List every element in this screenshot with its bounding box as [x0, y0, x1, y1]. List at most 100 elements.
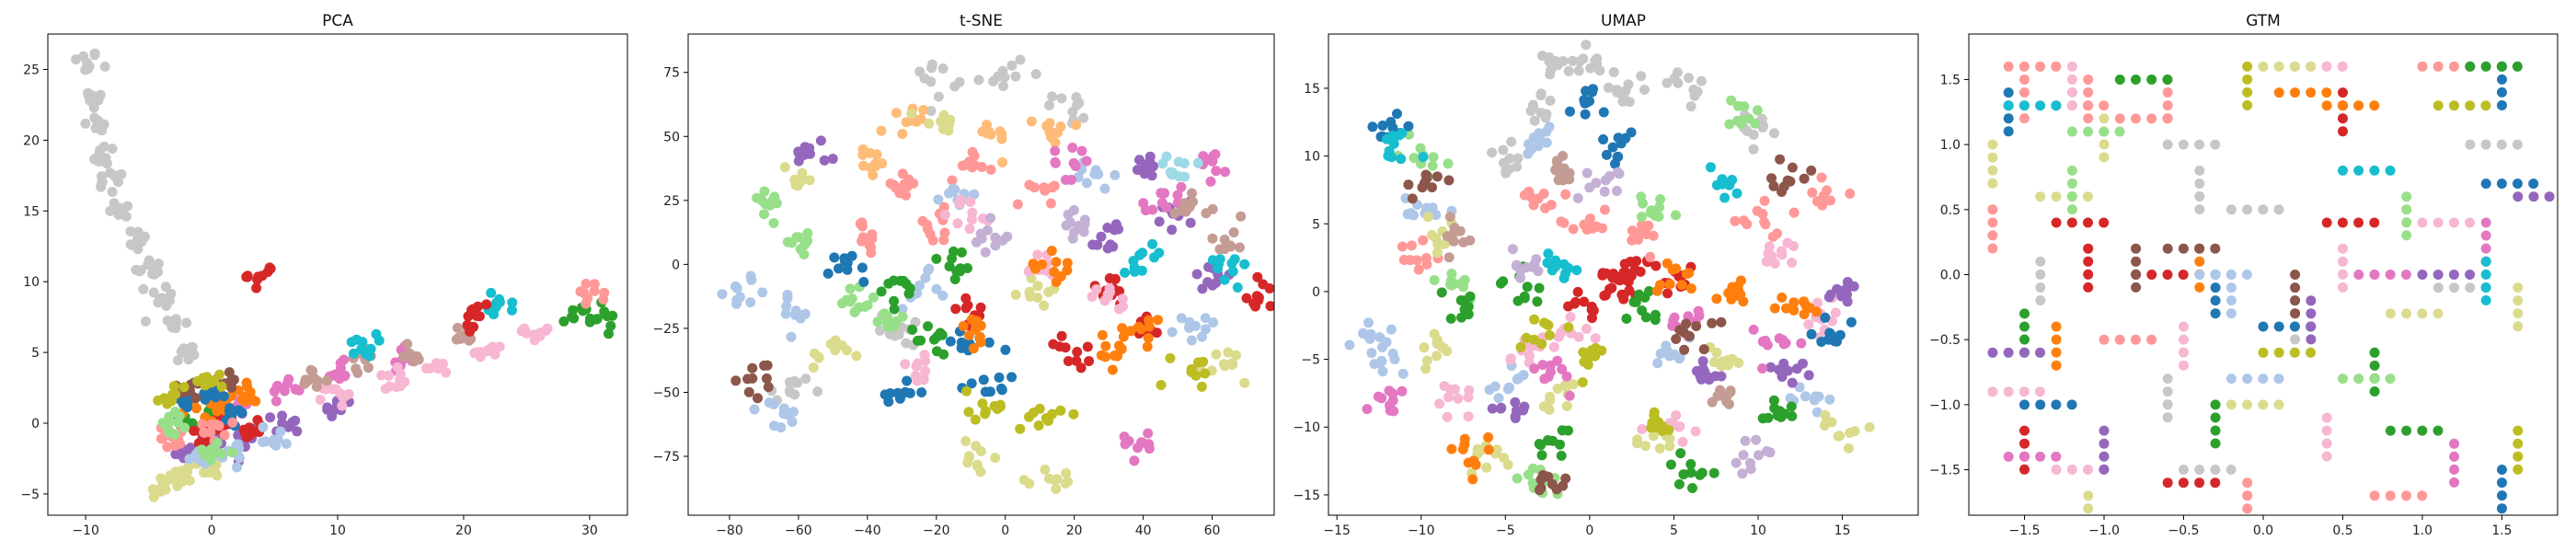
data-point: [1711, 179, 1722, 190]
data-point: [920, 365, 931, 376]
data-point: [2242, 490, 2253, 501]
data-point: [2369, 360, 2380, 371]
data-point: [1757, 363, 1768, 374]
data-point: [1110, 169, 1121, 180]
y-tick-label: 75: [663, 66, 680, 81]
data-point: [1202, 277, 1213, 288]
data-point: [1768, 180, 1779, 191]
data-point: [1229, 254, 1240, 265]
data-point: [1040, 185, 1051, 196]
data-point: [251, 282, 262, 293]
data-point: [575, 286, 586, 297]
data-point: [2003, 386, 2014, 397]
data-point: [2369, 490, 2380, 501]
data-point: [1231, 350, 1241, 361]
data-point: [1210, 149, 1221, 160]
x-tick-label: 60: [1204, 523, 1221, 538]
data-point: [395, 381, 406, 392]
data-point: [1787, 258, 1798, 268]
data-point: [917, 215, 928, 226]
data-point: [2417, 425, 2428, 436]
data-point: [2480, 178, 2491, 190]
data-point: [2385, 374, 2396, 385]
data-point: [883, 397, 894, 408]
data-point: [1091, 284, 1102, 294]
data-point: [918, 105, 929, 115]
data-point: [2051, 347, 2062, 358]
data-point: [2131, 243, 2142, 254]
x-tick-label: −15: [1323, 523, 1351, 538]
data-point: [2035, 295, 2046, 305]
data-point: [1599, 204, 1610, 215]
data-point: [281, 438, 292, 449]
data-point: [980, 386, 991, 397]
data-point: [1428, 152, 1439, 163]
data-point: [1211, 349, 1222, 360]
data-point: [1645, 207, 1656, 218]
data-point: [1830, 307, 1841, 318]
data-point: [1723, 398, 1734, 409]
data-point: [1762, 339, 1773, 351]
data-point: [1624, 285, 1635, 296]
data-point: [1803, 319, 1814, 330]
data-point: [994, 372, 1005, 383]
data-point: [1544, 329, 1555, 340]
data-point: [967, 214, 977, 225]
data-point: [1060, 175, 1071, 185]
data-point: [2337, 217, 2348, 228]
data-point: [1048, 339, 1059, 350]
data-point: [1134, 249, 1145, 260]
data-point: [1449, 223, 1460, 233]
data-point: [1235, 242, 1245, 253]
data-point: [1535, 108, 1547, 119]
data-point: [1519, 291, 1530, 302]
data-point: [2194, 282, 2205, 293]
y-tick-label: −0.5: [1929, 333, 1961, 348]
data-point: [2497, 100, 2507, 110]
data-point: [2432, 100, 2444, 111]
data-point: [2338, 165, 2348, 176]
data-point: [1782, 237, 1793, 248]
data-point: [855, 218, 866, 229]
data-point: [1502, 459, 1513, 470]
data-point: [851, 351, 862, 362]
data-point: [1654, 443, 1665, 454]
data-point: [975, 302, 986, 313]
data-point: [901, 338, 912, 349]
data-point: [2353, 374, 2364, 385]
y-tick-label: −10: [1293, 420, 1320, 435]
data-point: [1442, 346, 1453, 357]
data-point: [2162, 139, 2173, 150]
y-tick-label: 5: [31, 346, 40, 361]
data-point: [1654, 201, 1665, 213]
y-tick-label: 15: [23, 204, 40, 219]
data-point: [1397, 128, 1408, 139]
data-point: [2513, 308, 2524, 319]
data-point: [990, 232, 1001, 243]
data-point: [937, 290, 949, 301]
data-point: [1846, 316, 1857, 328]
data-point: [1125, 326, 1136, 337]
data-point: [1581, 40, 1592, 51]
data-point: [1567, 55, 1578, 66]
data-point: [2401, 308, 2412, 319]
data-point: [1590, 342, 1601, 353]
data-point: [2306, 295, 2317, 306]
data-point: [1044, 126, 1055, 137]
data-point: [2432, 217, 2444, 228]
data-point: [914, 66, 926, 77]
data-point: [1678, 469, 1689, 480]
data-point: [1598, 134, 1609, 144]
data-point: [1376, 355, 1387, 366]
data-point: [2225, 399, 2237, 410]
data-point: [1051, 257, 1062, 268]
data-point: [947, 253, 958, 264]
data-point: [2099, 113, 2110, 124]
data-point: [1117, 323, 1128, 334]
data-point: [1748, 144, 1759, 155]
data-point: [2448, 217, 2459, 228]
data-point: [897, 129, 908, 139]
data-point: [1157, 158, 1168, 169]
data-point: [2066, 399, 2077, 410]
